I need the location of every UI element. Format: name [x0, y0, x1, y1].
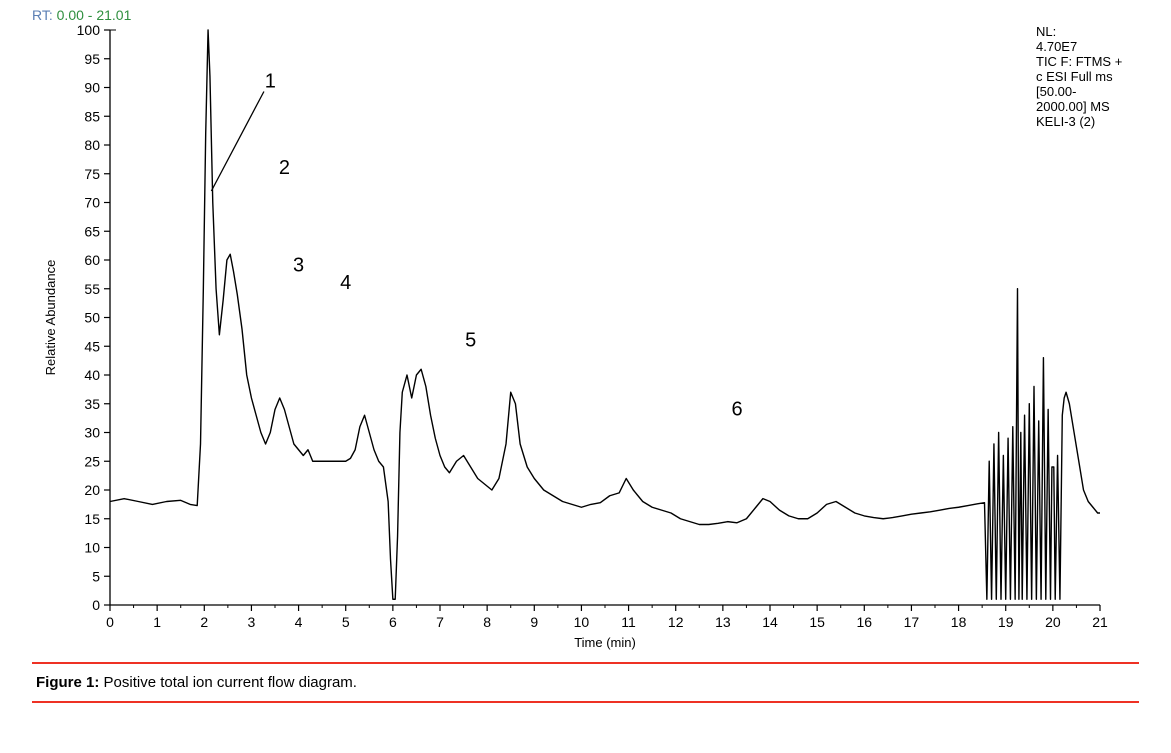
peak-label-1: 1: [265, 71, 276, 93]
y-tick-75: 75: [84, 166, 100, 182]
x-tick-9: 9: [530, 614, 538, 630]
caption-body: Positive total ion current flow diagram.: [104, 674, 357, 691]
y-tick-35: 35: [84, 396, 100, 412]
tic-trace: [110, 30, 1100, 599]
x-tick-19: 19: [998, 614, 1014, 630]
x-tick-17: 17: [904, 614, 920, 630]
x-tick-8: 8: [483, 614, 491, 630]
y-tick-10: 10: [84, 540, 100, 556]
peak-label-4: 4: [340, 272, 351, 294]
x-tick-14: 14: [762, 614, 778, 630]
y-tick-25: 25: [84, 453, 100, 469]
x-tick-3: 3: [248, 614, 256, 630]
x-tick-4: 4: [295, 614, 303, 630]
y-tick-40: 40: [84, 367, 100, 383]
peak-label-2: 2: [279, 157, 290, 179]
x-tick-2: 2: [200, 614, 208, 630]
x-tick-10: 10: [574, 614, 590, 630]
y-tick-5: 5: [92, 568, 100, 584]
x-tick-0: 0: [106, 614, 114, 630]
x-tick-21: 21: [1092, 614, 1108, 630]
x-tick-20: 20: [1045, 614, 1061, 630]
y-tick-100: 100: [77, 22, 101, 38]
peak-label-6: 6: [731, 398, 742, 420]
peak-label-3: 3: [293, 255, 304, 277]
y-tick-0: 0: [92, 597, 100, 613]
legend-line-5: 2000.00] MS: [1036, 99, 1110, 114]
rt-header: RT: 0.00 - 21.01: [32, 7, 132, 23]
legend-line-0: NL:: [1036, 24, 1056, 39]
y-tick-30: 30: [84, 425, 100, 441]
y-axis-label: Relative Abundance: [43, 260, 58, 376]
legend-line-4: [50.00-: [1036, 84, 1076, 99]
x-tick-7: 7: [436, 614, 444, 630]
x-tick-16: 16: [856, 614, 872, 630]
peak-1-pointer: [211, 92, 264, 192]
x-tick-13: 13: [715, 614, 731, 630]
x-tick-18: 18: [951, 614, 967, 630]
x-tick-1: 1: [153, 614, 161, 630]
x-axis-label: Time (min): [574, 635, 636, 650]
legend-line-3: c ESI Full ms: [1036, 69, 1113, 84]
x-tick-5: 5: [342, 614, 350, 630]
legend-line-2: TIC F: FTMS +: [1036, 54, 1122, 69]
x-tick-12: 12: [668, 614, 684, 630]
y-tick-70: 70: [84, 195, 100, 211]
y-tick-20: 20: [84, 482, 100, 498]
y-tick-15: 15: [84, 511, 100, 527]
y-tick-95: 95: [84, 51, 100, 67]
caption-text: Figure 1: Positive total ion current flo…: [32, 664, 1139, 701]
caption-bottom-rule: [32, 701, 1139, 703]
legend-line-1: 4.70E7: [1036, 39, 1077, 54]
caption-prefix: Figure 1:: [36, 674, 104, 691]
chromatogram-chart: RT: 0.00 - 21.01 NL:4.70E7TIC F: FTMS +c …: [0, 0, 1171, 660]
figure-frame: RT: 0.00 - 21.01 NL:4.70E7TIC F: FTMS +c …: [0, 0, 1171, 753]
y-tick-90: 90: [84, 80, 100, 96]
peak-label-5: 5: [465, 329, 476, 351]
y-tick-45: 45: [84, 338, 100, 354]
x-tick-15: 15: [809, 614, 825, 630]
x-tick-6: 6: [389, 614, 397, 630]
y-tick-65: 65: [84, 223, 100, 239]
y-tick-80: 80: [84, 137, 100, 153]
y-tick-50: 50: [84, 310, 100, 326]
x-tick-11: 11: [621, 614, 636, 630]
y-tick-60: 60: [84, 252, 100, 268]
legend-line-6: KELI-3 (2): [1036, 114, 1095, 129]
y-tick-55: 55: [84, 281, 100, 297]
y-tick-85: 85: [84, 108, 100, 124]
caption-block: Figure 1: Positive total ion current flo…: [32, 662, 1139, 703]
